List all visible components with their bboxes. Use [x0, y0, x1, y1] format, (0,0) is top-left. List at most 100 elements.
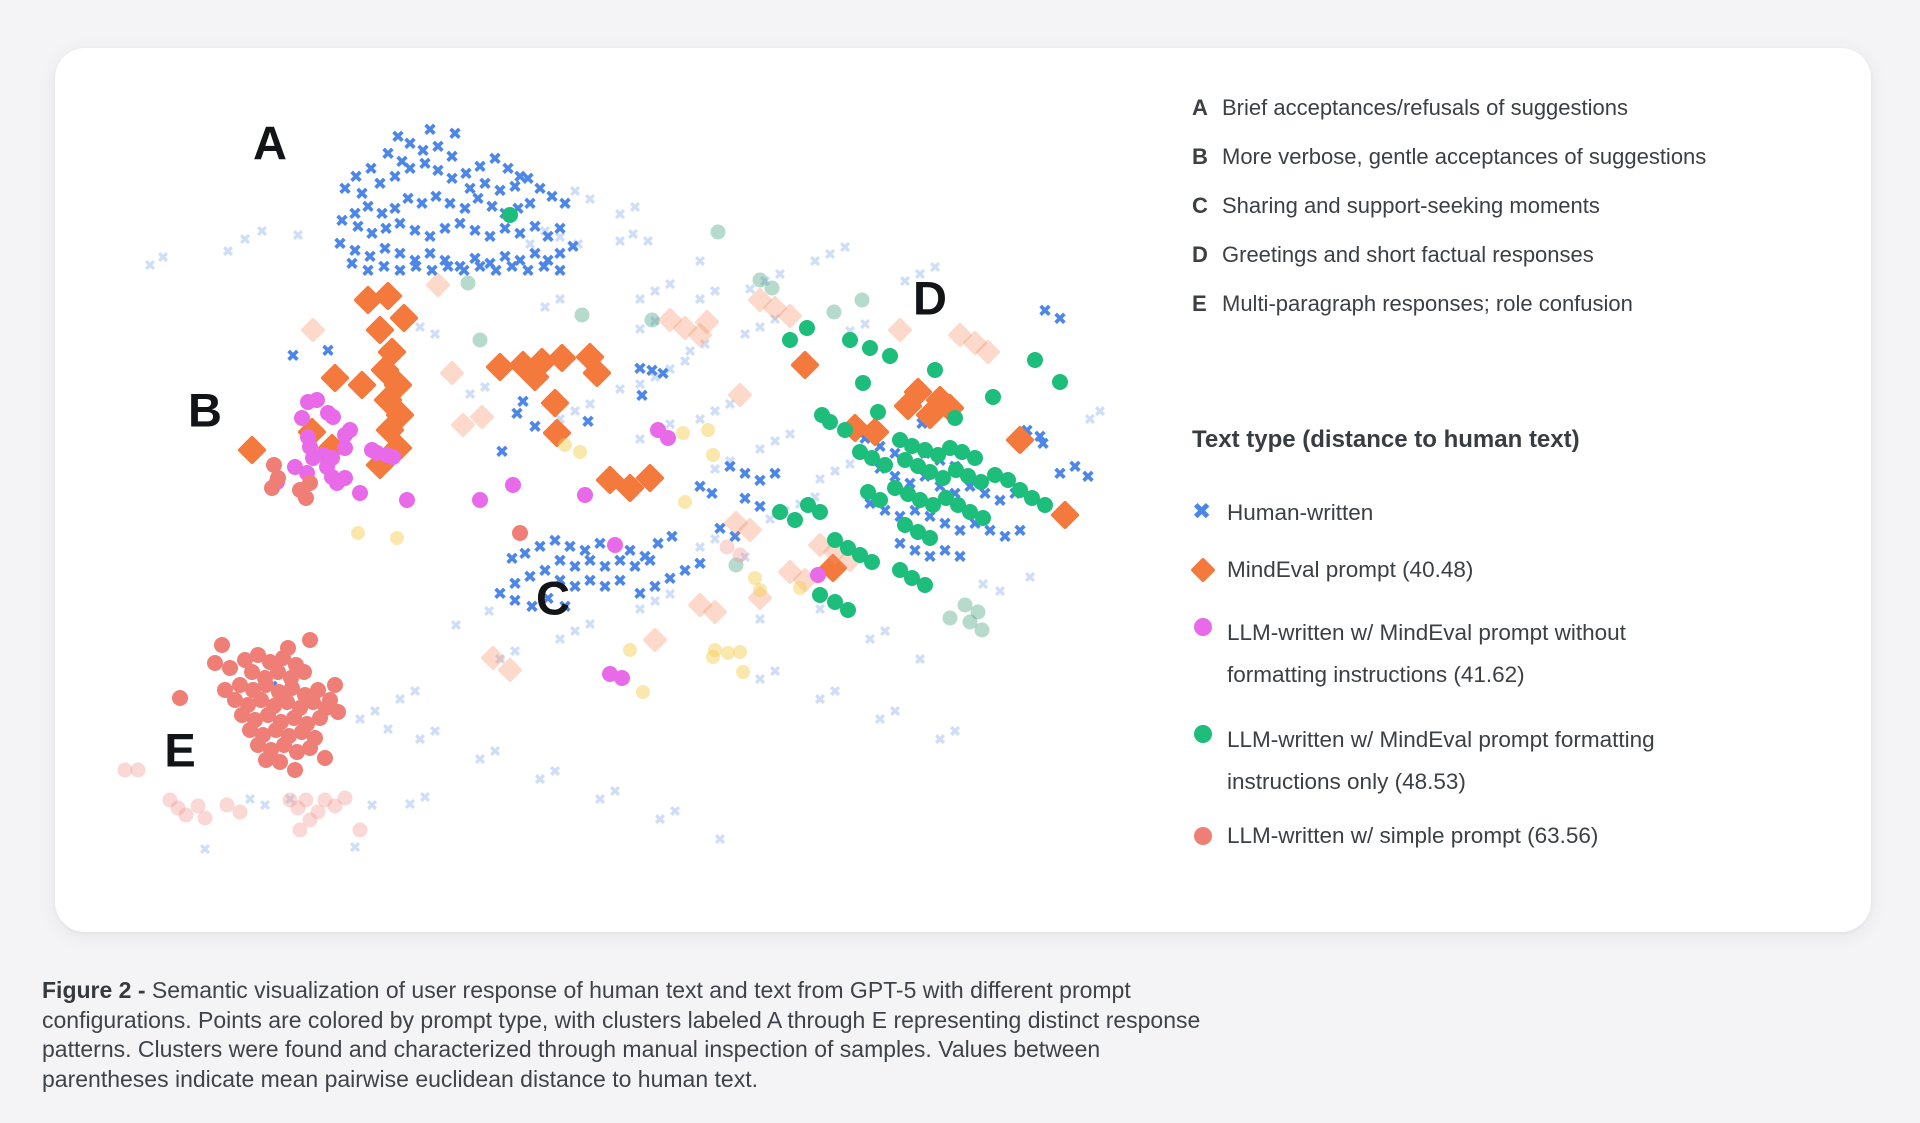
scatter-point [582, 358, 612, 388]
scatter-point: ✖ [552, 219, 568, 240]
scatter-point: ✖ [283, 790, 297, 809]
scatter-point: ✖ [334, 211, 350, 232]
scatter-point [870, 404, 886, 420]
scatter-point: ✖ [243, 790, 257, 809]
scatter-point [957, 597, 973, 613]
scatter-point [922, 530, 938, 546]
scatter-point: ✖ [497, 204, 513, 225]
scatter-point: ✖ [1052, 309, 1068, 330]
scatter-point [312, 710, 328, 726]
circle-marker-icon [1192, 719, 1218, 748]
scatter-point [694, 309, 720, 335]
scatter-point: ✖ [857, 429, 873, 450]
scatter-point: ✖ [907, 541, 923, 562]
scatter-point: ✖ [538, 222, 552, 241]
scatter-point: ✖ [437, 219, 453, 240]
scatter-point: ✖ [568, 182, 582, 201]
scatter-point [925, 385, 955, 415]
scatter-point: ✖ [613, 205, 627, 224]
scatter-point: ✖ [473, 750, 487, 769]
scatter-point [935, 393, 965, 423]
scatter-point [337, 790, 353, 806]
scatter-point [822, 414, 838, 430]
scatter-point [247, 712, 263, 728]
scatter-point [762, 295, 788, 321]
scatter-point: ✖ [577, 541, 593, 562]
scatter-point: ✖ [967, 514, 983, 535]
scatter-point [860, 484, 876, 500]
legend-entry-mindeval-format-only: LLM-written w/ MindEval prompt formattin… [1192, 719, 1655, 803]
scatter-point [917, 442, 933, 458]
scatter-point [1012, 482, 1028, 498]
scatter-point [373, 281, 403, 311]
scatter-point [294, 724, 310, 740]
scatter-point: ✖ [650, 534, 666, 555]
cluster-letter: E [1192, 291, 1207, 316]
scatter-point [678, 495, 692, 509]
scatter-point: ✖ [1019, 421, 1035, 442]
scatter-point: ✖ [663, 275, 677, 294]
scatter-point [258, 677, 274, 693]
scatter-point: ✖ [544, 187, 560, 208]
scatter-point: ✖ [633, 375, 647, 394]
scatter-point: ✖ [456, 261, 472, 282]
scatter-point: ✖ [902, 474, 918, 495]
scatter-point [747, 585, 773, 611]
scatter-point: ✖ [644, 361, 660, 382]
scatter-point: ✖ [723, 452, 737, 471]
scatter-point [296, 664, 312, 680]
scatter-point [320, 363, 350, 393]
scatter-point [892, 562, 908, 578]
scatter-point: ✖ [678, 352, 692, 371]
scatter-point: ✖ [922, 507, 938, 528]
scatter-point: ✖ [768, 662, 782, 681]
scatter-point: ✖ [873, 710, 887, 729]
scatter-point: ✖ [467, 221, 483, 242]
scatter-point: ✖ [437, 251, 453, 272]
scatter-point: ✖ [634, 386, 650, 407]
scatter-point: ✖ [402, 134, 418, 155]
scatter-point [327, 798, 343, 814]
scatter-point: ✖ [363, 159, 379, 180]
scatter-point: ✖ [737, 489, 753, 510]
scatter-point [257, 670, 273, 686]
scatter-point [399, 492, 415, 508]
scatter-point [733, 645, 747, 659]
circle-marker-icon [1192, 612, 1218, 641]
scatter-point: ✖ [712, 519, 728, 540]
scatter-point: ✖ [648, 368, 662, 387]
scatter-point: ✖ [417, 154, 433, 175]
scatter-point: ✖ [378, 219, 394, 240]
scatter-point: ✖ [568, 622, 582, 641]
scatter-point: ✖ [693, 410, 707, 429]
scatter-point [242, 722, 258, 738]
scatter-point [389, 303, 419, 333]
scatter-point [322, 692, 338, 708]
scatter-point: ✖ [504, 257, 520, 278]
scatter-point [178, 807, 194, 823]
scatter-point: ✖ [1037, 301, 1053, 322]
scatter-point [317, 433, 347, 463]
scatter-point [974, 622, 990, 638]
type-legend-title: Text type (distance to human text) [1192, 426, 1580, 453]
scatter-point [337, 427, 353, 443]
scatter-point [222, 660, 238, 676]
scatter-point [353, 285, 383, 315]
scatter-point [373, 385, 403, 415]
scatter-point [1000, 472, 1016, 488]
scatter-point [748, 571, 762, 585]
scatter-point: ✖ [892, 507, 908, 528]
scatter-point [300, 429, 316, 445]
scatter-point [370, 355, 400, 385]
scatter-point [244, 664, 260, 680]
scatter-point [266, 457, 282, 473]
scatter-point [268, 722, 284, 738]
scatter-point: ✖ [297, 722, 313, 743]
scatter-point [887, 317, 913, 343]
scatter-point [318, 700, 334, 716]
scatter-point: ✖ [648, 312, 662, 331]
scatter-point [702, 599, 728, 625]
scatter-point [130, 762, 146, 778]
scatter-point: ✖ [887, 444, 903, 465]
scatter-point [800, 497, 816, 513]
